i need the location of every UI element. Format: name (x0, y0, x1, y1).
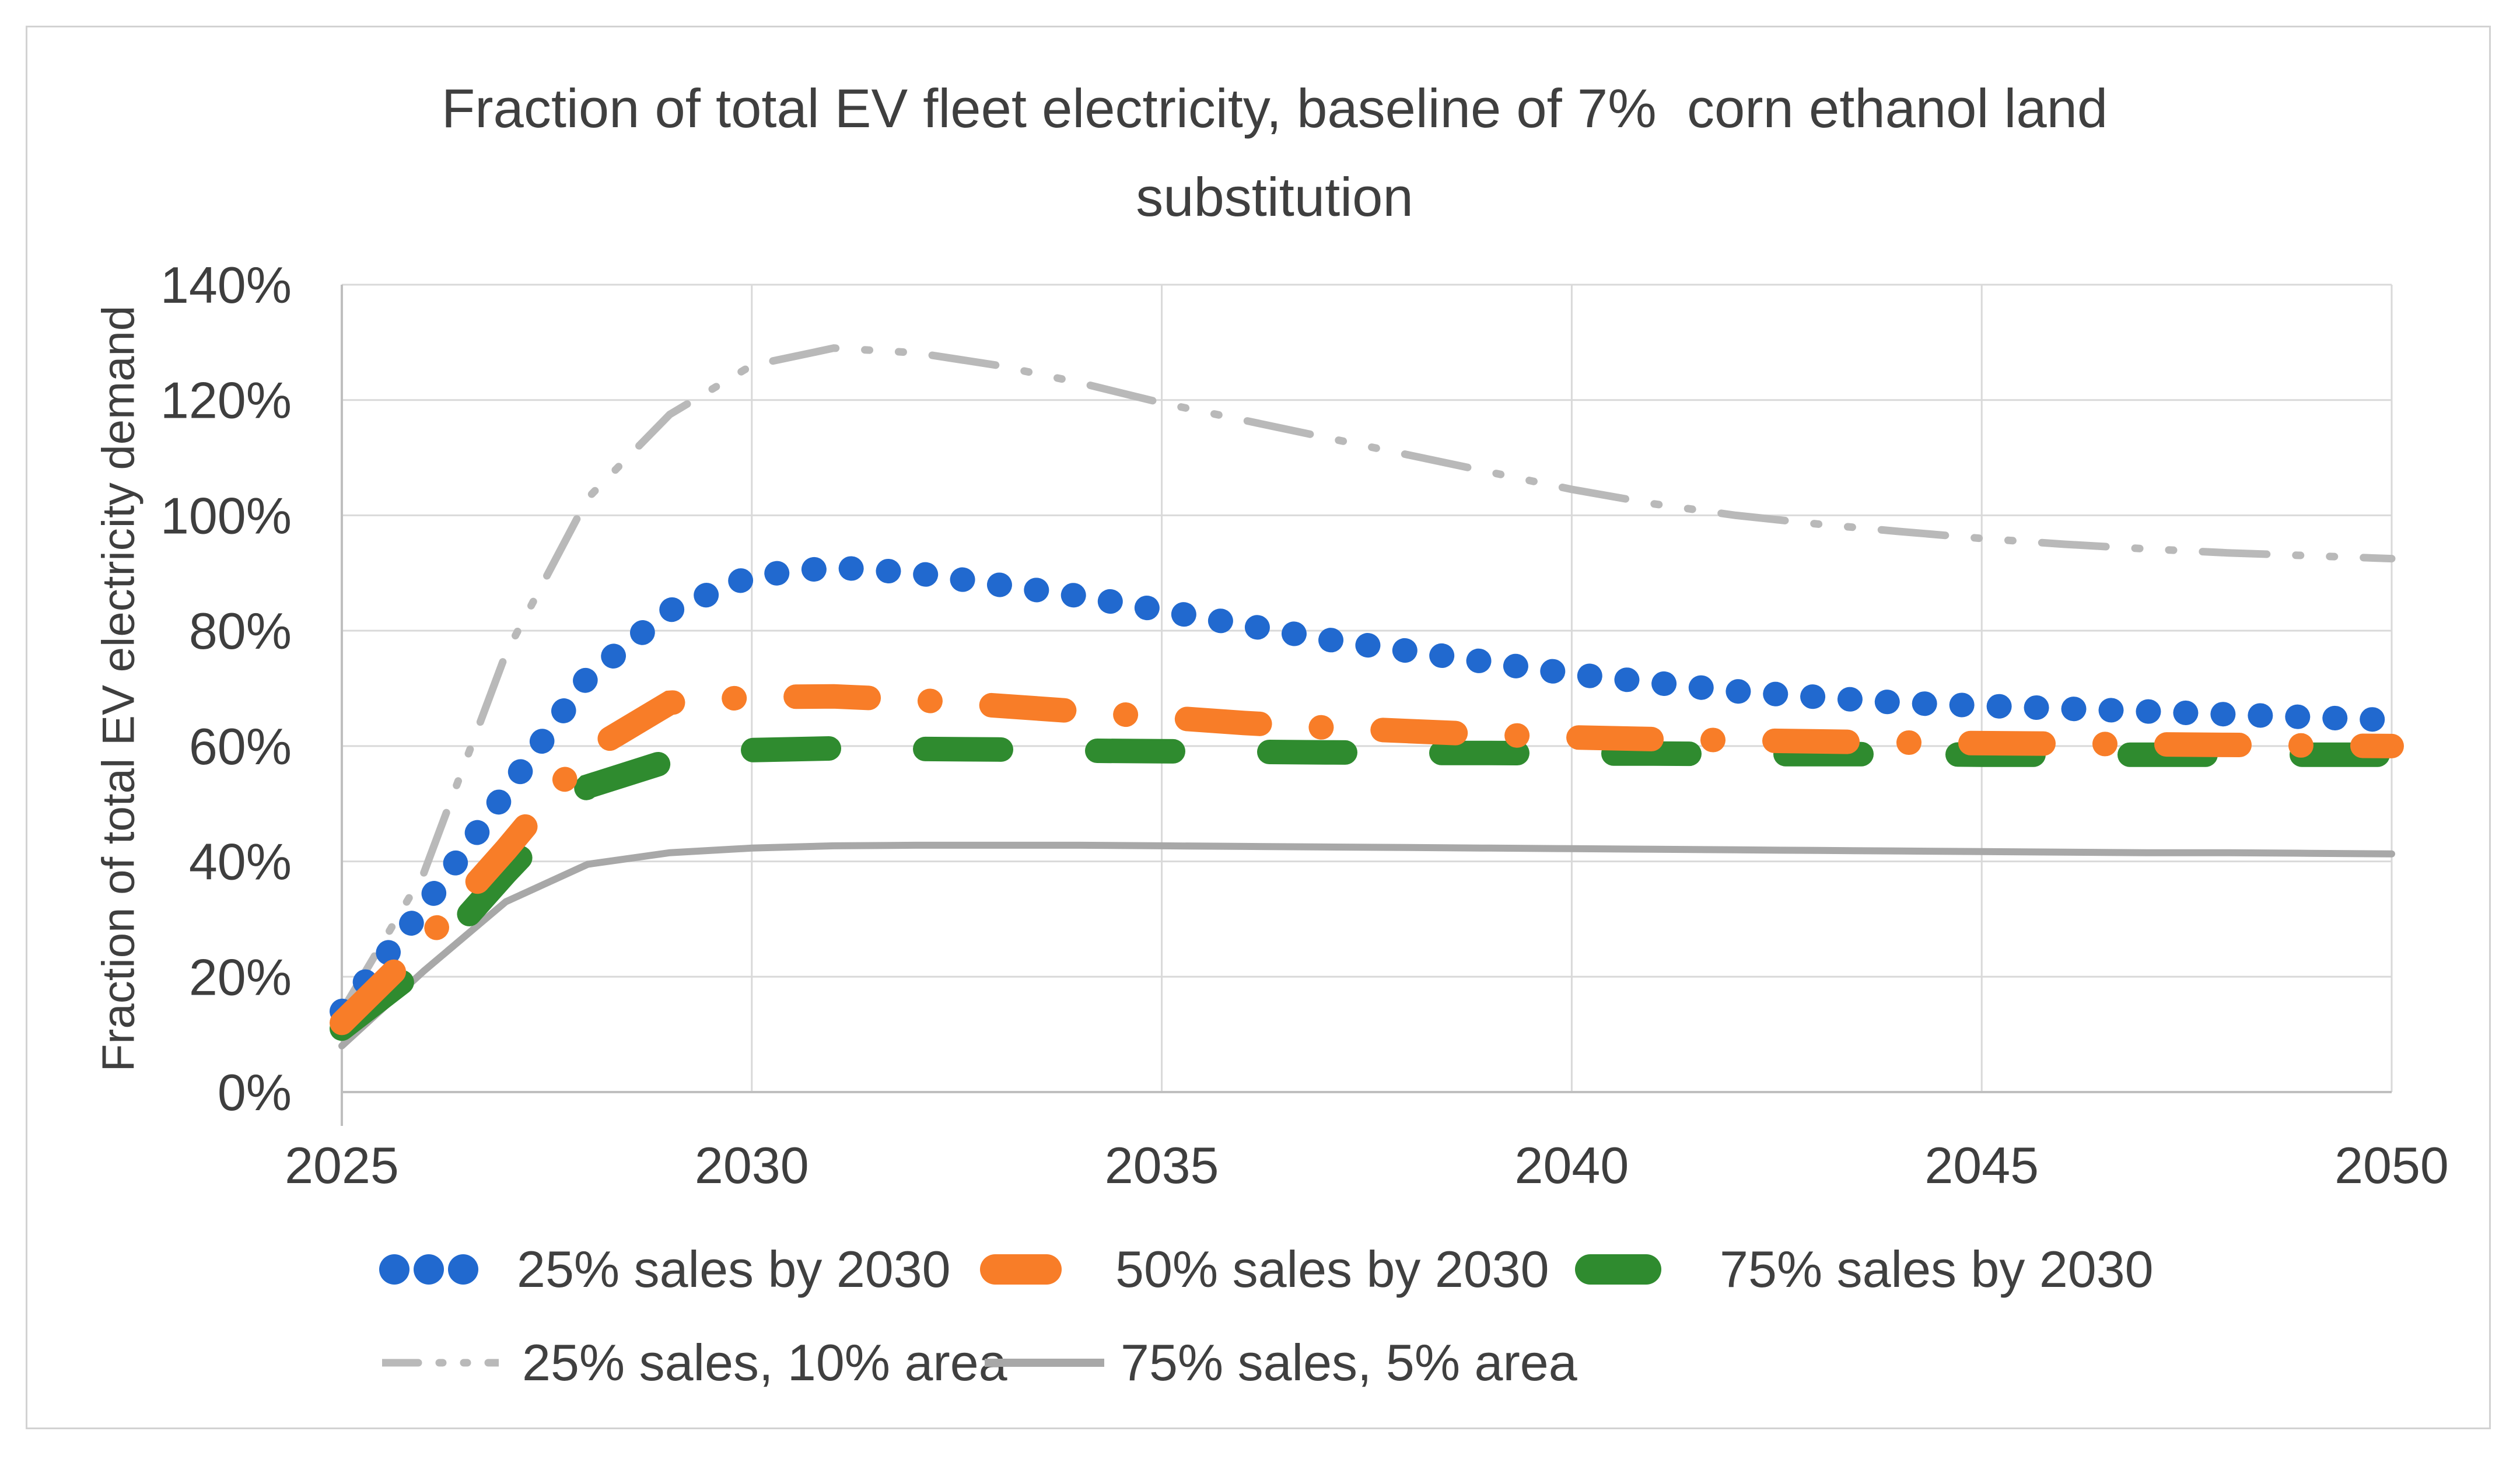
series-line-5 (338, 841, 2395, 1049)
y-tick-label: 120% (160, 372, 292, 429)
legend-label: 50% sales by 2030 (1115, 1240, 1549, 1298)
legend-item-5: 75% sales, 5% area (985, 1328, 1577, 1398)
series-line-4 (338, 344, 2396, 1016)
chart-title: Fraction of total EV fleet electricity, … (327, 64, 2222, 242)
chart-title-line1: Fraction of total EV fleet electricity, … (441, 78, 2108, 139)
x-tick-label: 2035 (1105, 1136, 1219, 1194)
legend-item-3: 75% sales by 2030 (1575, 1234, 2154, 1304)
y-tick-label: 100% (160, 487, 292, 544)
series-line-3 (330, 736, 2404, 1041)
x-tick-label: 2040 (1515, 1136, 1629, 1194)
y-tick-label: 40% (189, 833, 292, 891)
y-tick-label: 140% (160, 256, 292, 314)
legend-item-1: 25% sales by 2030 (379, 1234, 951, 1304)
legend-marker-round-dot-icon (379, 1254, 478, 1285)
series-line-2 (330, 684, 2404, 1035)
x-tick-label: 2025 (285, 1136, 399, 1194)
legend-label: 25% sales, 10% area (522, 1334, 1007, 1391)
legend-marker-dash-thick-icon (1575, 1254, 1661, 1285)
legend-item-2: 50% sales by 2030 (980, 1234, 1549, 1304)
y-tick-label: 60% (189, 718, 292, 775)
gridlines (342, 284, 2393, 1092)
x-tick-label: 2030 (695, 1136, 809, 1194)
y-tick-label: 20% (189, 948, 292, 1006)
x-tick-label: 2045 (1924, 1136, 2039, 1194)
legend-item-4: 25% sales, 10% area (382, 1328, 1007, 1398)
legend-marker-dash-dot-thin-icon (382, 1359, 499, 1367)
x-tick-label: 2050 (2334, 1136, 2449, 1194)
chart-title-line2: substitution (1136, 166, 1413, 228)
legend-label: 25% sales by 2030 (517, 1240, 951, 1298)
series-line-1 (330, 555, 2404, 1024)
legend-marker-solid-thin-icon (985, 1359, 1104, 1367)
legend-marker-dash-dot-thick-icon (980, 1254, 1062, 1285)
legend-label: 75% sales, 5% area (1121, 1334, 1577, 1391)
y-tick-label: 0% (218, 1063, 292, 1121)
y-tick-label: 80% (189, 602, 292, 660)
legend-label: 75% sales by 2030 (1720, 1240, 2154, 1298)
